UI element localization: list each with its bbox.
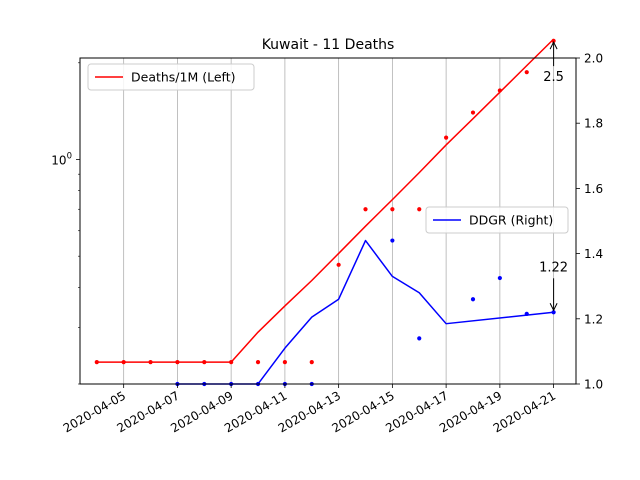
series-point-1 bbox=[470, 297, 476, 302]
series-point-0 bbox=[309, 359, 314, 365]
right-tick-label: 1.4 bbox=[584, 247, 603, 261]
series-point-1 bbox=[524, 311, 529, 317]
annotation-arrow-head bbox=[549, 303, 558, 312]
series-point-0 bbox=[497, 88, 502, 93]
right-tick-label: 2.0 bbox=[584, 52, 603, 66]
series-point-0 bbox=[121, 359, 126, 365]
series-point-0 bbox=[229, 359, 234, 365]
right-tick-label: 1.0 bbox=[584, 378, 603, 392]
series-point-0 bbox=[282, 359, 287, 365]
series-point-0 bbox=[336, 262, 341, 267]
plot-frame bbox=[79, 57, 577, 385]
series-point-0 bbox=[255, 359, 261, 365]
series-point-0 bbox=[551, 38, 556, 43]
annotation-label: 1.22 bbox=[539, 260, 568, 275]
series-point-0 bbox=[363, 207, 368, 212]
series-point-0 bbox=[94, 359, 99, 365]
series-point-0 bbox=[444, 135, 449, 140]
legend-box bbox=[425, 206, 569, 234]
series-point-0 bbox=[148, 359, 153, 365]
right-tick-label: 1.8 bbox=[584, 117, 603, 131]
annotation-label: 2.5 bbox=[543, 70, 564, 85]
series-line-0 bbox=[96, 38, 555, 363]
series-point-1 bbox=[417, 336, 422, 341]
right-tick-label: 1.2 bbox=[584, 312, 603, 326]
legend-box bbox=[87, 63, 255, 91]
annotation-arrow-head bbox=[549, 41, 558, 50]
series-point-0 bbox=[175, 359, 180, 365]
series-point-1 bbox=[551, 310, 556, 315]
annotation-layer: 2.5 1.22 bbox=[539, 41, 568, 312]
series-point-0 bbox=[524, 70, 529, 75]
grid-layer bbox=[123, 58, 555, 384]
series-point-1 bbox=[390, 238, 395, 243]
series-point-1 bbox=[497, 275, 502, 281]
series-point-0 bbox=[390, 207, 395, 212]
left-tick-exponent: 0 bbox=[67, 151, 72, 161]
chart-title: Kuwait - 11 Deaths bbox=[262, 37, 395, 53]
right-tick-label: 1.6 bbox=[584, 182, 603, 196]
legend-layer: Deaths/1M (Left) DDGR (Right) bbox=[87, 63, 569, 234]
legend-label: Deaths/1M (Left) bbox=[131, 70, 236, 85]
series-point-0 bbox=[470, 110, 476, 115]
legend-label: DDGR (Right) bbox=[469, 213, 553, 228]
series-point-0 bbox=[417, 207, 422, 212]
series-point-0 bbox=[202, 359, 207, 365]
